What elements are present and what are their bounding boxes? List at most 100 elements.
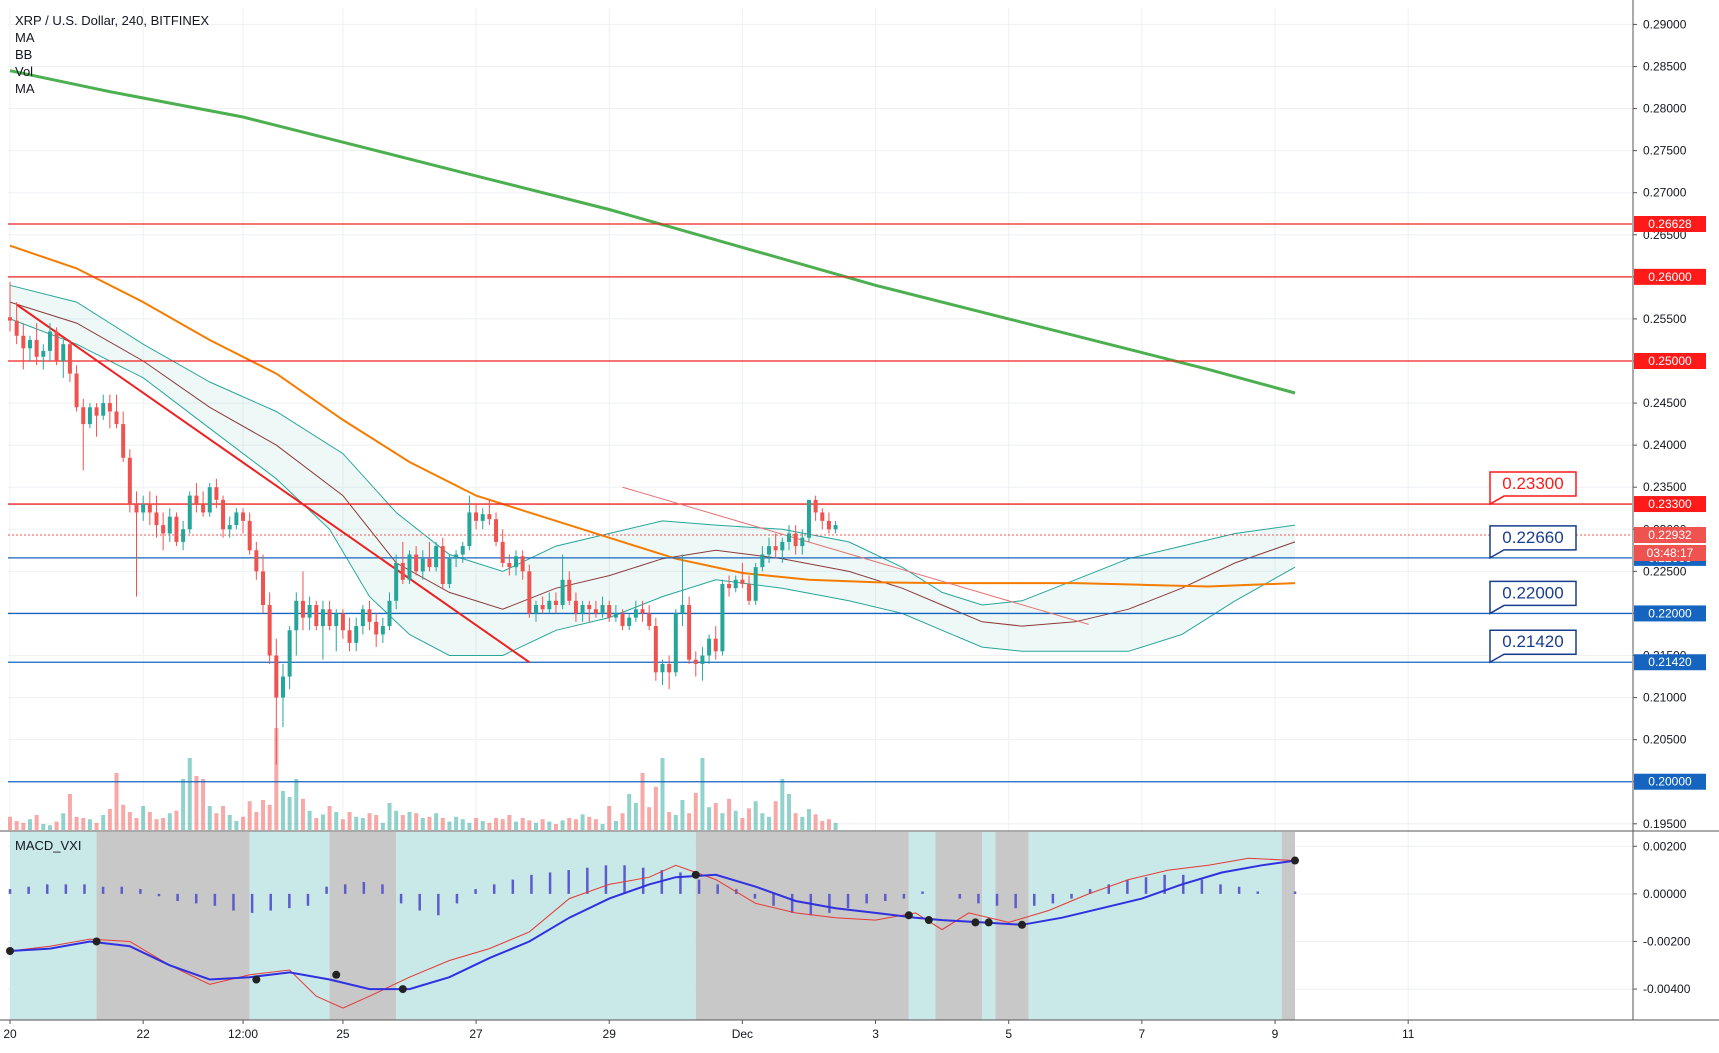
symbol-title[interactable]: XRP / U.S. Dollar, 240, BITFINEX bbox=[15, 13, 210, 28]
volume-bar-38 bbox=[261, 800, 266, 830]
candle-body-111 bbox=[747, 583, 752, 601]
macd-cross-dot-5 bbox=[691, 870, 700, 879]
volume-bar-89 bbox=[600, 824, 605, 830]
candle-body-49 bbox=[334, 613, 339, 627]
volume-bar-81 bbox=[547, 821, 552, 830]
candle-body-114 bbox=[767, 546, 772, 555]
volume-bar-110 bbox=[740, 818, 745, 830]
axis-tag-2: 0.25000 bbox=[1648, 354, 1692, 368]
axis-tag-bg-3 bbox=[1634, 496, 1706, 513]
volume-bar-10 bbox=[74, 816, 79, 830]
indicator-vol[interactable]: Vol bbox=[15, 64, 34, 79]
candle-body-69 bbox=[467, 512, 472, 547]
indicator-ma-2[interactable]: MA bbox=[15, 81, 35, 96]
candle-body-112 bbox=[753, 567, 758, 601]
price-tick-label-19: 0.19500 bbox=[1643, 817, 1687, 831]
volume-bar-90 bbox=[607, 806, 612, 830]
time-tick-label-2: 12:00 bbox=[228, 1027, 258, 1041]
candle-body-38 bbox=[261, 571, 266, 606]
callout-box-2 bbox=[1489, 580, 1577, 615]
bb-fill bbox=[10, 285, 1295, 656]
callout-box-0 bbox=[1489, 471, 1577, 506]
axis-tag-bg-0 bbox=[1634, 216, 1706, 233]
volume-bar-17 bbox=[121, 804, 126, 830]
volume-bar-13 bbox=[94, 822, 99, 830]
candle-body-80 bbox=[540, 605, 545, 610]
volume-bar-111 bbox=[747, 808, 752, 830]
macd-cross-dot-7 bbox=[924, 916, 933, 925]
volume-bar-29 bbox=[201, 779, 206, 830]
volume-bar-114 bbox=[767, 816, 772, 830]
candle-body-30 bbox=[207, 487, 212, 513]
volume-bar-5 bbox=[41, 824, 46, 830]
candle-body-100 bbox=[673, 613, 678, 673]
indicator-bb[interactable]: BB bbox=[15, 47, 33, 62]
bb-upper bbox=[9, 284, 1296, 606]
candle-body-119 bbox=[800, 537, 805, 547]
price-tick-label-13: 0.22500 bbox=[1643, 564, 1687, 578]
axis-tag-bg-6 bbox=[1634, 654, 1706, 671]
callout-label-2: 0.22000 bbox=[1502, 583, 1563, 602]
time-tick-label-10: 9 bbox=[1272, 1027, 1279, 1041]
macd-cross-dot-4 bbox=[398, 985, 407, 994]
volume-bar-52 bbox=[354, 816, 359, 830]
candle-body-94 bbox=[633, 609, 638, 618]
candle-body-0 bbox=[8, 317, 12, 321]
volume-bar-0 bbox=[8, 816, 12, 830]
candle-body-35 bbox=[241, 512, 246, 521]
callout-box-1 bbox=[1489, 525, 1577, 560]
volume-bar-51 bbox=[347, 812, 352, 830]
volume-bar-56 bbox=[380, 822, 385, 830]
volume-bar-101 bbox=[680, 800, 685, 830]
candle-body-117 bbox=[786, 533, 791, 542]
candle-body-70 bbox=[474, 512, 479, 521]
candle-body-21 bbox=[147, 504, 152, 513]
volume-bar-39 bbox=[267, 804, 272, 830]
price-tick-label-11: 0.23500 bbox=[1643, 480, 1687, 494]
volume-bar-83 bbox=[560, 820, 565, 830]
volume-bar-48 bbox=[327, 806, 332, 830]
volume-bar-74 bbox=[500, 819, 505, 830]
macd-panel-label[interactable]: MACD_VXI bbox=[15, 838, 82, 853]
candle-body-79 bbox=[533, 605, 538, 614]
indicator-ma-1[interactable]: MA bbox=[15, 30, 35, 45]
volume-bar-21 bbox=[147, 812, 152, 830]
volume-bar-3 bbox=[27, 819, 32, 830]
candle-body-98 bbox=[660, 663, 665, 673]
candle-body-66 bbox=[447, 558, 452, 584]
horizontal-levels[interactable] bbox=[8, 223, 1632, 783]
time-tick-label-3: 25 bbox=[336, 1027, 350, 1041]
volume-bar-34 bbox=[234, 821, 239, 830]
time-tick-label-0: 20 bbox=[3, 1027, 17, 1041]
candle-body-40 bbox=[274, 655, 279, 698]
candle-body-116 bbox=[780, 541, 785, 551]
candle-body-105 bbox=[707, 638, 712, 656]
volume-bar-91 bbox=[613, 821, 618, 830]
candle-body-82 bbox=[553, 600, 558, 606]
price-callouts[interactable]: 0.26628 0.26000 0.25000 0.23300 0.22660 0.220… bbox=[1489, 216, 1706, 790]
volume-bar-12 bbox=[87, 819, 92, 830]
moving-averages bbox=[9, 69, 1296, 588]
volume-bar-11 bbox=[81, 818, 86, 830]
candle-body-23 bbox=[161, 525, 166, 534]
candle-body-15 bbox=[107, 403, 112, 412]
time-tick-label-8: 5 bbox=[1005, 1027, 1012, 1041]
candle-body-92 bbox=[620, 613, 625, 627]
time-tick-label-1: 22 bbox=[136, 1027, 150, 1041]
volume-bar-57 bbox=[387, 803, 392, 830]
candle-body-12 bbox=[87, 407, 92, 425]
candle-body-13 bbox=[94, 407, 99, 416]
macd-cross-dot-11 bbox=[1291, 856, 1299, 865]
bb-basis bbox=[9, 301, 1296, 627]
volume-bar-54 bbox=[367, 813, 372, 830]
volume-bar-58 bbox=[394, 810, 399, 830]
axis-tag-5: 0.22000 bbox=[1648, 606, 1692, 620]
volume-bar-106 bbox=[713, 803, 718, 830]
trendlines[interactable] bbox=[16, 303, 1089, 664]
trendline-0 bbox=[16, 303, 530, 664]
volume-bar-84 bbox=[567, 818, 572, 830]
volume-bar-64 bbox=[434, 813, 439, 830]
volume-bar-98 bbox=[660, 758, 665, 830]
candle-body-43 bbox=[294, 600, 299, 631]
